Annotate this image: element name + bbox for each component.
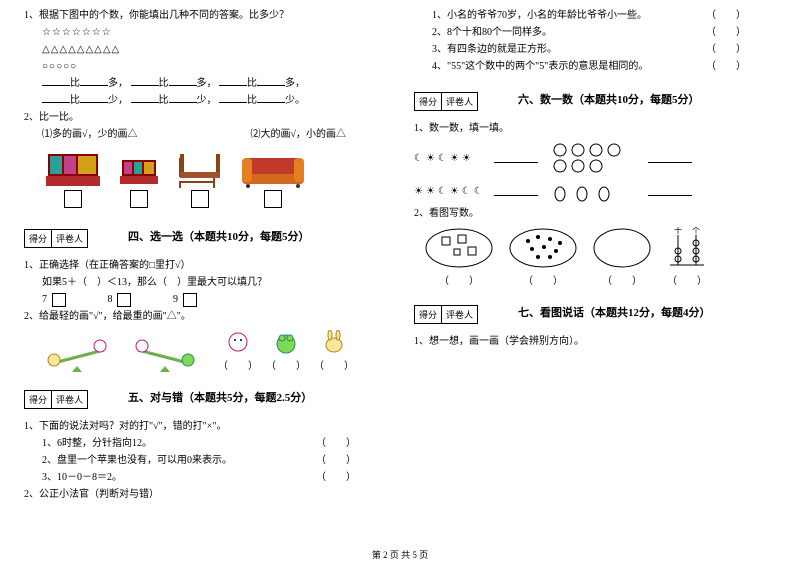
svg-text:十: 十 bbox=[674, 227, 682, 235]
oval-empty-icon bbox=[592, 227, 652, 269]
score-box: 得分 评卷人 bbox=[414, 305, 478, 324]
judge-i4: 4、"55"这个数中的两个"5"表示的意思是相同的。（ ） bbox=[414, 59, 776, 74]
count-row1: ☾☀☾ ☀☀ bbox=[414, 140, 776, 176]
seesaw1-icon bbox=[42, 336, 112, 372]
q1-circles: ○○○○○ bbox=[24, 59, 386, 74]
sec4-q1-line: 如果5＋（ ）＜13，那么（ ）里最大可以填几？ bbox=[24, 275, 386, 290]
q1-tris: △△△△△△△△△ bbox=[24, 42, 386, 57]
sec5-q2: 2、公正小法官（判断对与错） bbox=[24, 487, 386, 502]
q1-blankline1: 比多， 比多， 比多， bbox=[24, 76, 386, 91]
q2-header: 2、比一比。 bbox=[24, 110, 386, 125]
sec5-i2: 2、盘里一个苹果也没有，可以用0来表示。（ ） bbox=[24, 453, 386, 468]
answer-box[interactable] bbox=[264, 190, 282, 208]
sec4-q1: 1、正确选择（在正确答案的□里打√） bbox=[24, 258, 386, 273]
oval-dots-icon bbox=[508, 227, 578, 269]
svg-text:个: 个 bbox=[692, 227, 700, 235]
chair-icon bbox=[174, 148, 226, 190]
sec6-title: 六、数一数（本题共10分，每题5分） bbox=[518, 91, 700, 107]
q1-stars: ☆☆☆☆☆☆☆ bbox=[24, 25, 386, 40]
choice-box[interactable] bbox=[52, 293, 66, 307]
bookshelf-small-icon bbox=[116, 148, 162, 190]
bunny-icon bbox=[322, 330, 346, 354]
score-box: 得分 评卷人 bbox=[24, 229, 88, 248]
score-box: 得分 评卷人 bbox=[414, 92, 478, 111]
sec5-i1: 1、6时整，分针指向12。（ ） bbox=[24, 436, 386, 451]
sec7-title: 七、看图说话（本题共12分，每题4分） bbox=[518, 304, 711, 320]
seesaw-row: （ ） （ ） （ ） bbox=[42, 330, 386, 372]
judge-i1: 1、小名的爷爷70岁，小名的年龄比爷爷小一些。（ ） bbox=[414, 8, 776, 23]
pears-icon bbox=[548, 180, 638, 202]
apples-icon bbox=[548, 140, 638, 176]
bookshelf-big-icon bbox=[42, 148, 104, 190]
sec5-i3: 3、10－0－8＝2。（ ） bbox=[24, 470, 386, 485]
frog-icon bbox=[274, 330, 298, 354]
judge-i2: 2、8个十和80个一同样多。（ ） bbox=[414, 25, 776, 40]
page-footer: 第 2 页 共 5 页 bbox=[0, 548, 800, 561]
sec4-title: 四、选一选（本题共10分，每题5分） bbox=[128, 228, 310, 244]
q1-blankline2: 比少， 比少， 比少。 bbox=[24, 93, 386, 108]
sec6-q1: 1、数一数，填一填。 bbox=[414, 121, 776, 136]
sec4-q2: 2、给最轻的画"√"，给最重的画"△"。 bbox=[24, 309, 386, 324]
seesaw2-icon bbox=[130, 336, 200, 372]
sec4-q1-choices: 7 8 9 bbox=[24, 292, 386, 307]
sec5-q1: 1、下面的说法对吗？对的打"√"，错的打"×"。 bbox=[24, 419, 386, 434]
sofa-icon bbox=[238, 148, 308, 190]
sec6-q2-figs: （ ） （ ） （ ） 十个 （ ） bbox=[424, 227, 776, 287]
kitty-icon bbox=[226, 330, 250, 354]
answer-box[interactable] bbox=[130, 190, 148, 208]
score-box: 得分 评卷人 bbox=[24, 390, 88, 409]
choice-box[interactable] bbox=[183, 293, 197, 307]
sec5-title: 五、对与错（本题共5分，每题2.5分） bbox=[128, 389, 312, 405]
abacus-icon: 十个 bbox=[666, 227, 708, 269]
q2-subs: ⑴多的画√，少的画△ ⑵大的画√，小的画△ bbox=[24, 127, 386, 142]
q1-header: 1、根据下图中的个数，你能填出几种不同的答案。比多少？ bbox=[24, 8, 386, 23]
oval-shapes-icon bbox=[424, 227, 494, 269]
judge-i3: 3、有四条边的就是正方形。（ ） bbox=[414, 42, 776, 57]
q2-images bbox=[42, 148, 386, 211]
sec6-q2: 2、看图写数。 bbox=[414, 206, 776, 221]
count-row2: ☀☀☾ ☀☾☾ bbox=[414, 180, 776, 202]
answer-box[interactable] bbox=[191, 190, 209, 208]
sec7-q1: 1、想一想，画一画（学会辨别方向）。 bbox=[414, 334, 776, 349]
choice-box[interactable] bbox=[117, 293, 131, 307]
answer-box[interactable] bbox=[64, 190, 82, 208]
